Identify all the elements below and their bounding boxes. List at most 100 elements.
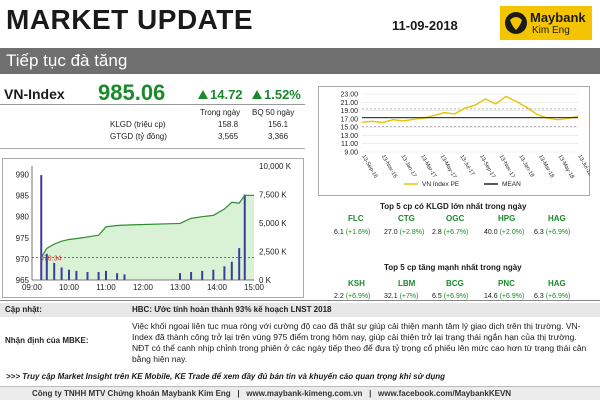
volume-bar: [190, 272, 193, 280]
x-tick-label: 13-Sep-17: [478, 154, 496, 179]
divider: [0, 300, 600, 301]
ticker-symbol: FLC: [348, 214, 364, 223]
x-tick-label: 12:00: [133, 283, 154, 292]
y2-tick-label: 0 K: [259, 276, 272, 285]
index-pct-value: 1.52%: [264, 87, 301, 102]
intraday-chart: 970.34 990 985 980 975 970 965 10,000 K 7,500 K 5…: [16, 162, 292, 292]
ticker-change: (+1.6%): [345, 229, 371, 236]
divider: [0, 104, 305, 105]
ticker-symbol: HPG: [498, 214, 516, 223]
volume-bar: [105, 270, 107, 280]
volume-bar: [60, 267, 63, 280]
ticker-price: 6.3: [534, 293, 546, 300]
x-tick-label: 13:00: [170, 283, 191, 292]
stats-row-today: 158.8: [218, 120, 239, 129]
x-tick-label: 13-Nov-16: [380, 154, 398, 179]
up-arrow-icon: [252, 90, 262, 99]
up-arrow-icon: [198, 90, 208, 99]
index-pct-change: 1.52%: [252, 87, 301, 102]
index-change: 14.72: [198, 87, 243, 102]
volume-bar: [179, 273, 181, 280]
ticker-change: (+6.9%): [345, 293, 371, 300]
top-volume-title: Top 5 cp có KLGD lớn nhất trong ngày: [380, 202, 527, 211]
x-tick-label: 13-Jan-18: [517, 154, 535, 178]
stats-header-today: Trong ngày: [200, 108, 241, 117]
volume-bar: [68, 269, 70, 280]
volume-bar: [230, 261, 233, 280]
legend-label: VN Index PE: [422, 181, 460, 188]
view-text: Việc khối ngoại liên tục mua ròng với cư…: [132, 321, 587, 364]
ticker-value: 6.1 (+1.6%): [334, 229, 370, 236]
y-tick-label: 11.00: [341, 141, 358, 148]
y-tick-label: 990: [16, 170, 30, 179]
index-name: VN-Index: [4, 86, 65, 102]
x-tick-label: 09:00: [22, 283, 43, 292]
index-area: [41, 195, 254, 280]
ticker-change: (+2.8%): [399, 229, 425, 236]
ticker-price: 14.6: [484, 293, 500, 300]
x-tick-label: 13-Mar-18: [537, 154, 555, 179]
logo-brand: Maybank: [530, 10, 586, 25]
ticker-change: (+6.9%): [499, 293, 525, 300]
ticker-symbol: KSH: [348, 279, 365, 288]
ticker-change: (+2.0%): [499, 229, 525, 236]
x-tick-label: 14:00: [207, 283, 228, 292]
ticker-change: (+6.9%): [443, 293, 469, 300]
top-gainers-title: Top 5 cp tăng mạnh nhất trong ngày: [384, 263, 522, 272]
maybank-logo: Maybank Kim Eng: [500, 6, 592, 40]
ticker-price: 2.8: [432, 229, 444, 236]
ticker-price: 6.1: [334, 229, 346, 236]
y-tick-label: 19.00: [340, 108, 358, 115]
x-tick-label: 13-Mar-17: [419, 154, 437, 179]
report-title: MARKET UPDATE: [6, 4, 254, 35]
y2-tick-label: 7,500 K: [259, 191, 287, 200]
volume-bar: [123, 274, 126, 280]
ticker-price: 2.2: [334, 293, 346, 300]
ticker-price: 32.1: [384, 293, 400, 300]
y-tick-label: 15.00: [340, 125, 358, 132]
ticker-value: 6.3 (+6.9%): [534, 229, 570, 236]
ticker-change: (+6.9%): [545, 293, 571, 300]
y-tick-label: 13.00: [340, 133, 358, 140]
ticker-change: (+6.7%): [443, 229, 469, 236]
ticker-symbol: PNC: [498, 279, 515, 288]
x-tick-label: 13-Jul-17: [458, 154, 475, 177]
stats-row-label: KLGD (triệu cp): [110, 120, 166, 129]
x-tick-label: 13-Jul-18: [576, 154, 590, 177]
market-insight-link[interactable]: >>> Truy cập Market Insight trên KE Mobi…: [6, 372, 446, 381]
report-date: 11-09-2018: [392, 18, 458, 33]
y-tick-label: 980: [16, 213, 30, 222]
ticker-value: 40.0 (+2.0%): [484, 229, 524, 236]
x-tick-label: 11:00: [96, 283, 116, 292]
update-label: Cập nhật:: [5, 305, 42, 314]
volume-bar: [223, 266, 226, 280]
x-tick-label: 10:00: [59, 283, 80, 292]
volume-bar: [40, 175, 43, 280]
volume-bar: [53, 262, 56, 280]
ticker-value: 2.2 (+6.9%): [334, 293, 370, 300]
x-tick-label: 15:00: [244, 283, 265, 292]
stats-row-avg: 3,366: [268, 132, 289, 141]
pe-chart-frame: [318, 86, 590, 196]
update-bar: [0, 303, 600, 317]
volume-bar: [45, 253, 48, 280]
ticker-value: 14.6 (+6.9%): [484, 293, 524, 300]
pe-chart: 23.0021.0019.0017.0015.0013.0011.009.001…: [340, 92, 590, 189]
ticker-change: (+7%): [399, 293, 419, 300]
series-line: [361, 95, 579, 124]
tiger-icon: [505, 12, 527, 34]
ticker-price: 40.0: [484, 229, 500, 236]
volume-bar: [116, 273, 119, 280]
ticker-symbol: CTG: [398, 214, 415, 223]
y-tick-label: 23.00: [340, 92, 358, 99]
y-tick-label: 975: [16, 234, 30, 243]
stats-row-today: 3,565: [218, 132, 239, 141]
y-tick-label: 17.00: [340, 116, 358, 123]
headline-banner: [0, 48, 600, 74]
legend-label: MEAN: [502, 181, 521, 188]
volume-bar: [238, 248, 241, 280]
y-tick-label: 21.00: [340, 100, 358, 107]
ticker-symbol: HAG: [548, 214, 566, 223]
ticker-value: 27.0 (+2.8%): [384, 229, 424, 236]
ticker-symbol: LBM: [398, 279, 416, 288]
